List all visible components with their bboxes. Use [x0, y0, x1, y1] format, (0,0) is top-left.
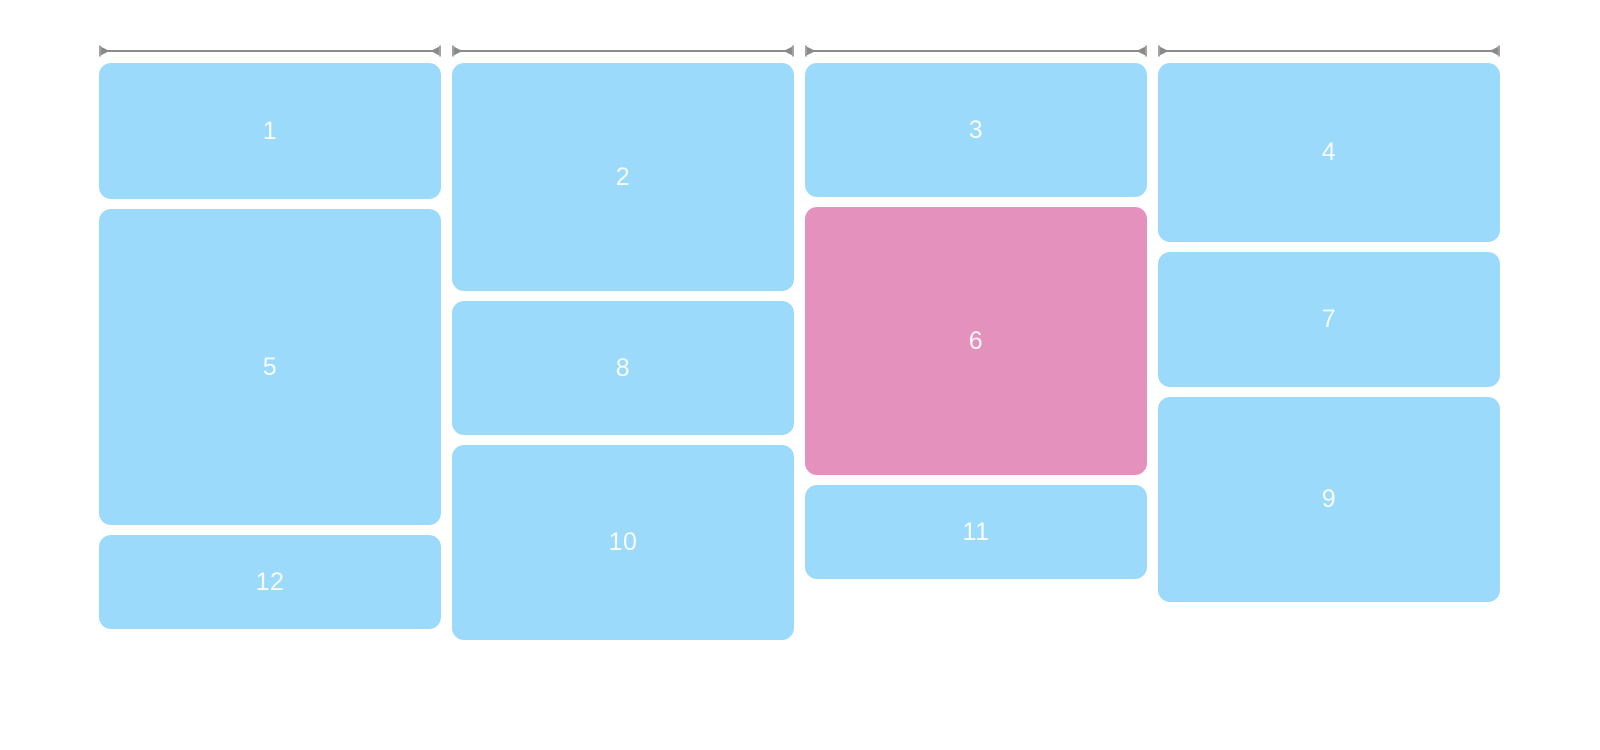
masonry-column-4: 4 7 9 — [1158, 63, 1500, 640]
column-width-ruler-2 — [452, 45, 794, 57]
item-number-label: 4 — [1321, 138, 1337, 166]
masonry-item-3[interactable]: 3 — [805, 63, 1147, 197]
item-number-label: 8 — [615, 353, 631, 382]
masonry-column-3: 3 6 11 — [805, 63, 1147, 640]
masonry-item-5[interactable]: 5 — [99, 209, 441, 525]
item-number-label: 9 — [1321, 485, 1337, 513]
masonry-item-4[interactable]: 4 — [1158, 63, 1500, 242]
masonry-item-12[interactable]: 12 — [99, 535, 441, 629]
masonry-item-6[interactable]: 6 — [805, 207, 1147, 475]
column-width-ruler-1 — [99, 45, 441, 57]
item-number-label: 7 — [1321, 305, 1337, 333]
item-number-label: 5 — [262, 352, 278, 381]
masonry-column-1: 1 5 12 — [99, 63, 441, 640]
item-number-label: 12 — [255, 567, 285, 596]
masonry-item-2[interactable]: 2 — [452, 63, 794, 291]
item-number-label: 1 — [262, 116, 278, 145]
column-width-ruler-3 — [805, 45, 1147, 57]
item-number-label: 10 — [608, 528, 638, 556]
masonry-item-8[interactable]: 8 — [452, 301, 794, 435]
item-number-label: 3 — [968, 115, 984, 144]
masonry-column-2: 2 8 10 — [452, 63, 794, 640]
item-number-label: 6 — [968, 326, 984, 355]
masonry-item-7[interactable]: 7 — [1158, 252, 1500, 387]
masonry-item-9[interactable]: 9 — [1158, 397, 1500, 602]
masonry-item-1[interactable]: 1 — [99, 63, 441, 199]
masonry-item-10[interactable]: 10 — [452, 445, 794, 640]
column-width-ruler-4 — [1158, 45, 1500, 57]
item-number-label: 11 — [962, 517, 990, 546]
masonry-item-11[interactable]: 11 — [805, 485, 1147, 579]
item-number-label: 2 — [615, 162, 631, 191]
masonry-grid: 1 5 12 2 8 10 3 6 11 4 7 9 — [99, 63, 1500, 640]
